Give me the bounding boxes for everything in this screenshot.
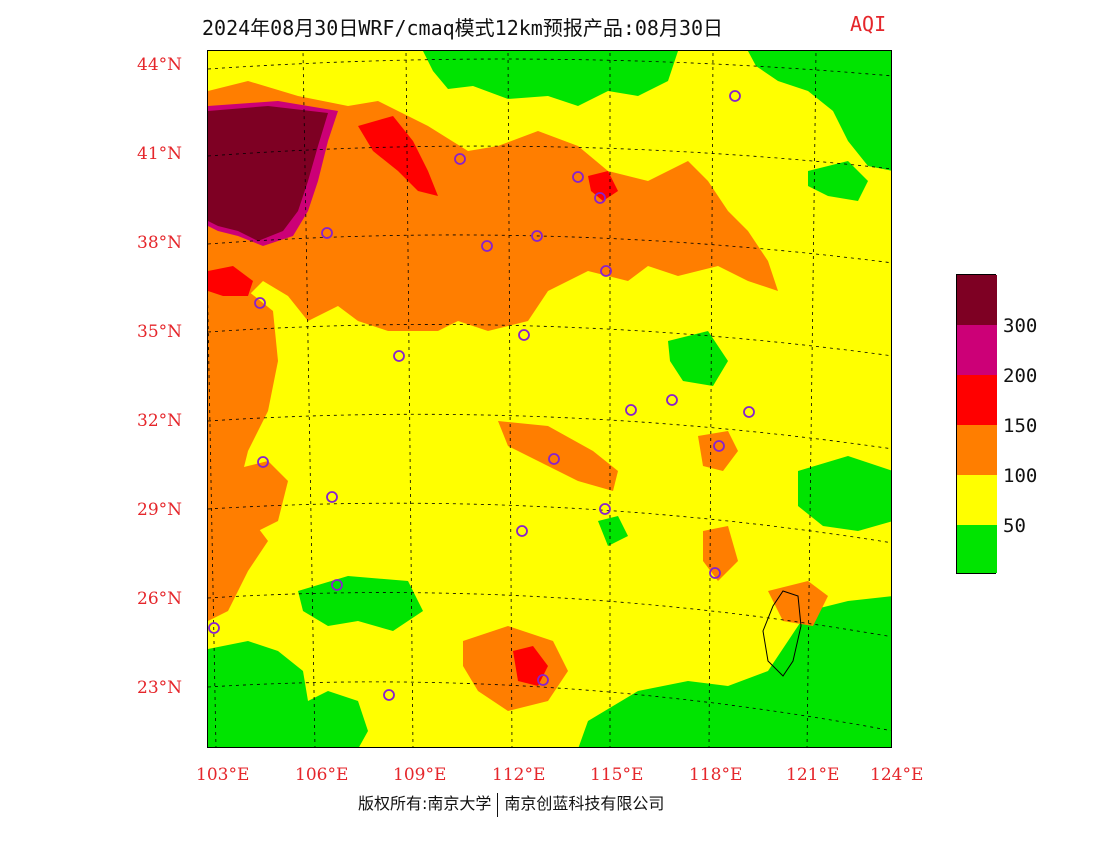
aqi-region-good-yellow-sea — [668, 331, 728, 386]
lon-label-118: 118°E — [689, 765, 743, 785]
aqi-region-unhealthy-shanxi — [588, 171, 618, 201]
city-marker[interactable] — [599, 503, 611, 515]
aqi-region-good-southwest — [208, 641, 368, 747]
aqi-region-good-hunan — [598, 516, 628, 546]
city-marker[interactable] — [208, 622, 220, 634]
legend-swatch-moderate — [957, 475, 997, 525]
city-marker[interactable] — [709, 567, 721, 579]
taiwan-outline — [762, 590, 802, 677]
aqi-region-usg-taiwan-strait — [768, 581, 828, 626]
aqi-region-usg-guangdong — [463, 626, 568, 711]
lon-label-115: 115°E — [590, 765, 644, 785]
aqi-region-good-taiwan-sea — [578, 596, 891, 747]
lon-label-103: 103°E — [196, 765, 250, 785]
copyright-footer: 版权所有:南京大学 南京创蓝科技有限公司 — [358, 790, 664, 817]
lat-label-23: 23°N — [137, 678, 183, 698]
aqi-region-good-northeast-top — [423, 51, 678, 106]
legend-label-200: 200 — [1003, 365, 1038, 387]
city-marker[interactable] — [572, 171, 584, 183]
legend-swatch-usg — [957, 425, 997, 475]
map-title: 2024年08月30日WRF/cmaq模式12km预报产品:08月30日 — [202, 16, 724, 40]
aqi-region-unhealthy-inner-mongolia — [358, 116, 438, 196]
aqi-region-hazardous — [208, 106, 328, 241]
lat-label-29: 29°N — [137, 500, 183, 520]
aqi-region-usg-west — [208, 291, 278, 621]
legend-label-50: 50 — [1003, 515, 1026, 537]
copyright-right: 南京创蓝科技有限公司 — [504, 794, 665, 813]
aqi-region-usg-sichuan — [228, 461, 288, 531]
city-marker[interactable] — [531, 230, 543, 242]
city-markers — [208, 90, 755, 701]
aqi-legend — [956, 274, 997, 574]
footer-divider — [497, 792, 499, 817]
city-marker[interactable] — [713, 440, 725, 452]
lat-label-44: 44°N — [137, 55, 183, 75]
city-marker[interactable] — [481, 240, 493, 252]
aqi-map[interactable] — [207, 50, 892, 748]
aqi-region-good-northeast-coast — [808, 161, 868, 201]
lon-label-124: 124°E — [870, 765, 924, 785]
city-marker[interactable] — [600, 265, 612, 277]
lat-label-32: 32°N — [137, 411, 183, 431]
city-marker[interactable] — [516, 525, 528, 537]
city-marker[interactable] — [537, 674, 549, 686]
city-marker[interactable] — [331, 579, 343, 591]
lat-label-26: 26°N — [137, 589, 183, 609]
variable-label: AQI — [850, 12, 887, 36]
legend-label-300: 300 — [1003, 315, 1038, 337]
city-marker[interactable] — [518, 329, 530, 341]
city-marker[interactable] — [548, 453, 560, 465]
legend-swatch-unhealthy — [957, 375, 997, 425]
city-marker[interactable] — [393, 350, 405, 362]
city-marker[interactable] — [321, 227, 333, 239]
aqi-region-usg-north — [208, 81, 778, 331]
graticule — [208, 51, 891, 747]
aqi-region-good-east-china-sea — [798, 456, 891, 531]
legend-swatch-hazardous — [957, 275, 997, 325]
lon-label-121: 121°E — [786, 765, 840, 785]
city-marker[interactable] — [666, 394, 678, 406]
city-marker[interactable] — [254, 297, 266, 309]
legend-label-100: 100 — [1003, 465, 1038, 487]
legend-label-150: 150 — [1003, 415, 1038, 437]
legend-swatch-very-unhealthy — [957, 325, 997, 375]
city-marker[interactable] — [625, 404, 637, 416]
city-marker[interactable] — [383, 689, 395, 701]
aqi-region-good-northeast-corner — [748, 51, 891, 171]
city-marker[interactable] — [454, 153, 466, 165]
lat-label-38: 38°N — [137, 233, 183, 253]
aqi-region-usg-fujian — [703, 526, 738, 581]
aqi-region-unhealthy-ningxia — [208, 266, 253, 296]
aqi-map-canvas — [208, 51, 891, 747]
city-marker[interactable] — [257, 456, 269, 468]
lon-label-109: 109°E — [393, 765, 447, 785]
city-marker[interactable] — [594, 192, 606, 204]
city-marker[interactable] — [326, 491, 338, 503]
copyright-left: 版权所有:南京大学 — [358, 794, 492, 813]
aqi-region-good-guangxi — [298, 576, 423, 631]
city-marker[interactable] — [743, 406, 755, 418]
legend-swatch-good — [957, 525, 997, 573]
lat-label-35: 35°N — [137, 322, 183, 342]
lon-label-112: 112°E — [492, 765, 546, 785]
lat-label-41: 41°N — [137, 144, 183, 164]
lon-label-106: 106°E — [295, 765, 349, 785]
city-marker[interactable] — [729, 90, 741, 102]
